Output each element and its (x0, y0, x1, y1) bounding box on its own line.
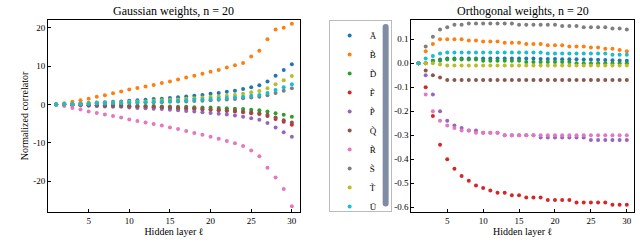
svg-text:P̃: P̃ (370, 107, 375, 117)
svg-text:10: 10 (36, 61, 46, 71)
svg-text:T̃: T̃ (370, 183, 376, 193)
svg-text:-0.5: -0.5 (394, 178, 409, 188)
svg-text:30: 30 (287, 216, 297, 226)
svg-text:0: 0 (41, 100, 46, 110)
svg-text:15: 15 (165, 216, 175, 226)
svg-text:D̃: D̃ (370, 69, 377, 79)
svg-text:Normalized correlator: Normalized correlator (19, 71, 30, 160)
svg-text:25: 25 (247, 216, 257, 226)
svg-text:-0.3: -0.3 (394, 130, 409, 140)
svg-text:0.1: 0.1 (397, 34, 408, 44)
svg-text:30: 30 (622, 216, 632, 226)
svg-text:25: 25 (586, 216, 596, 226)
svg-text:20: 20 (36, 23, 46, 33)
svg-text:-0.2: -0.2 (394, 106, 408, 116)
svg-text:F̃: F̃ (370, 88, 375, 98)
svg-text:Ã: Ã (370, 31, 377, 41)
svg-text:20: 20 (206, 216, 216, 226)
svg-text:0.0: 0.0 (397, 58, 409, 68)
svg-text:20: 20 (550, 216, 560, 226)
svg-text:-20: -20 (33, 176, 45, 186)
svg-text:-0.1: -0.1 (394, 82, 408, 92)
svg-text:-0.4: -0.4 (394, 154, 409, 164)
svg-text:Hidden layer ℓ: Hidden layer ℓ (493, 226, 552, 237)
svg-text:Orthogonal weights, n = 20: Orthogonal weights, n = 20 (457, 4, 589, 18)
svg-text:S̃: S̃ (370, 164, 375, 174)
svg-text:5: 5 (86, 216, 91, 226)
svg-text:R̃: R̃ (370, 145, 376, 155)
svg-text:-0.6: -0.6 (394, 202, 409, 212)
svg-text:15: 15 (515, 216, 525, 226)
svg-text:5: 5 (445, 216, 450, 226)
svg-text:B̃: B̃ (370, 50, 376, 60)
svg-text:Gaussian weights, n = 20: Gaussian weights, n = 20 (113, 4, 234, 18)
svg-text:10: 10 (125, 216, 135, 226)
svg-text:Q̃: Q̃ (370, 126, 377, 136)
svg-text:Ũ: Ũ (370, 202, 377, 211)
svg-text:-10: -10 (33, 138, 45, 148)
svg-text:10: 10 (479, 216, 489, 226)
svg-text:Hidden layer ℓ: Hidden layer ℓ (144, 226, 203, 237)
